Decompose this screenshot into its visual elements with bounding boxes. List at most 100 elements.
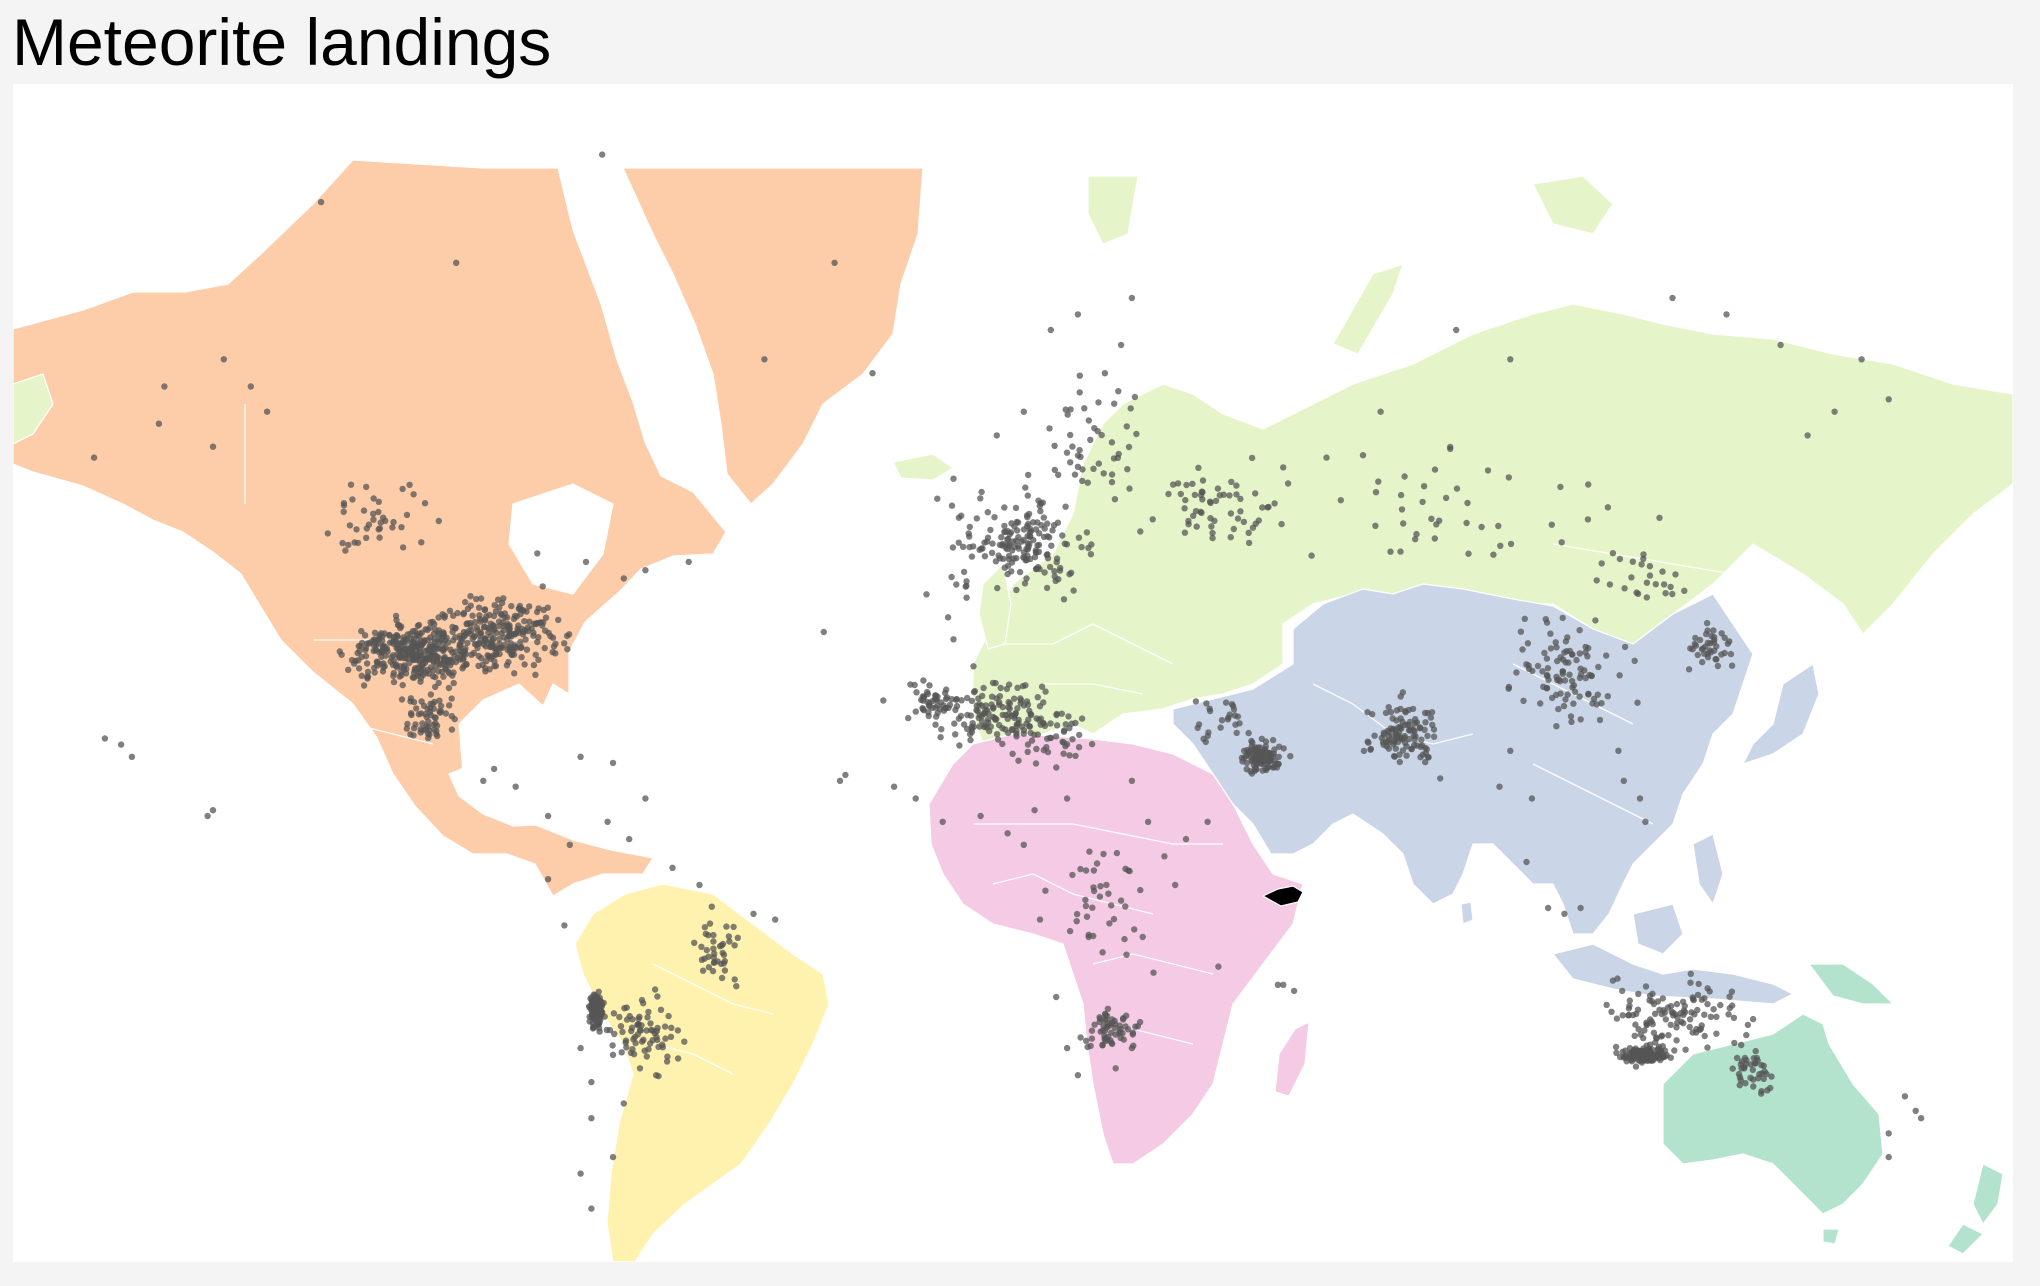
meteorite-point — [1093, 860, 1101, 867]
region-arctic-islands[interactable] — [1532, 175, 1614, 235]
meteorite-point — [1620, 777, 1628, 784]
meteorite-point — [1419, 498, 1426, 506]
region-svalbard[interactable] — [1087, 175, 1139, 245]
meteorite-point — [1131, 926, 1138, 933]
meteorite-point — [1021, 580, 1029, 587]
meteorite-point — [1035, 716, 1043, 724]
region-philippines[interactable] — [1692, 833, 1724, 905]
meteorite-point — [1023, 575, 1030, 582]
meteorite-point — [1396, 751, 1403, 758]
meteorite-point — [1399, 747, 1407, 754]
meteorite-point — [398, 524, 405, 531]
meteorite-point — [1667, 1021, 1674, 1028]
meteorite-point — [463, 661, 470, 668]
meteorite-point — [1753, 1054, 1761, 1062]
meteorite-point — [1643, 579, 1651, 586]
meteorite-point — [384, 648, 391, 655]
meteorite-point — [398, 672, 405, 679]
meteorite-point — [403, 511, 411, 519]
meteorite-point — [1701, 995, 1708, 1002]
meteorite-point — [449, 649, 456, 656]
meteorite-point — [1553, 723, 1560, 730]
meteorite-point — [390, 518, 397, 526]
meteorite-point — [1420, 483, 1428, 490]
meteorite-point — [1099, 949, 1106, 956]
meteorite-point — [1062, 721, 1070, 728]
meteorite-point — [1100, 470, 1107, 477]
world-map[interactable] — [13, 84, 2013, 1262]
meteorite-point — [1673, 1000, 1681, 1008]
meteorite-point — [1619, 987, 1626, 995]
region-novaya-zemlya[interactable] — [1332, 263, 1404, 355]
meteorite-point — [719, 940, 727, 948]
meteorite-point — [595, 1025, 603, 1032]
region-japan[interactable] — [1742, 663, 1820, 765]
meteorite-point — [1022, 484, 1029, 491]
meteorite-point — [1399, 718, 1406, 726]
meteorite-point — [980, 723, 988, 731]
meteorite-point — [446, 607, 454, 614]
meteorite-point — [1090, 465, 1097, 472]
region-greenland[interactable] — [622, 167, 924, 505]
region-new-zealand-north[interactable] — [1972, 1163, 2004, 1225]
meteorite-point — [1729, 1065, 1736, 1072]
meteorite-point — [437, 661, 444, 669]
gulf-of-mexico — [448, 759, 582, 827]
meteorite-point — [1004, 830, 1011, 837]
meteorite-point — [1465, 550, 1472, 557]
meteorite-point — [869, 370, 876, 377]
meteorite-point — [636, 1065, 644, 1072]
meteorite-point — [1730, 1014, 1738, 1021]
meteorite-point — [1190, 512, 1197, 519]
meteorite-point — [393, 664, 401, 671]
region-tasmania[interactable] — [1822, 1228, 1840, 1245]
map-panel[interactable] — [13, 84, 2013, 1262]
region-asia[interactable] — [1172, 583, 1754, 935]
region-borneo[interactable] — [1632, 903, 1684, 955]
meteorite-point — [1747, 1061, 1755, 1068]
meteorite-point — [952, 706, 959, 714]
region-new-zealand-south[interactable] — [1947, 1223, 1984, 1255]
meteorite-point — [431, 726, 438, 733]
meteorite-point — [1082, 902, 1090, 910]
meteorite-point — [1044, 555, 1052, 562]
region-new-guinea[interactable] — [1808, 963, 1894, 1005]
meteorite-point — [390, 678, 398, 686]
region-europe-russia[interactable] — [972, 303, 2013, 745]
meteorite-point — [561, 922, 568, 929]
region-indonesia[interactable] — [1552, 943, 1794, 1005]
meteorite-point — [1577, 904, 1584, 912]
meteorite-point — [370, 495, 377, 502]
meteorite-point — [481, 616, 488, 623]
meteorite-point — [963, 582, 970, 589]
region-australia[interactable] — [1662, 1013, 1884, 1215]
meteorite-point — [1901, 1093, 1909, 1100]
meteorite-point — [1032, 760, 1040, 767]
region-africa[interactable] — [928, 733, 1304, 1165]
region-south-america[interactable] — [574, 883, 830, 1262]
meteorite-point — [363, 483, 370, 491]
meteorite-point — [1087, 551, 1095, 558]
meteorite-point — [635, 1015, 642, 1022]
meteorite-point — [1197, 491, 1205, 499]
meteorite-point — [1682, 1046, 1689, 1053]
region-somalia-highlight[interactable] — [1262, 885, 1304, 907]
meteorite-point — [1014, 705, 1021, 712]
region-iceland[interactable] — [892, 453, 954, 481]
meteorite-point — [1055, 576, 1062, 583]
meteorite-point — [345, 666, 352, 673]
meteorite-point — [1005, 729, 1012, 737]
meteorite-point — [1561, 677, 1569, 684]
meteorite-point — [703, 946, 710, 954]
meteorite-point — [1228, 478, 1235, 486]
meteorite-point — [1088, 740, 1096, 748]
meteorite-point — [1085, 417, 1093, 424]
meteorite-point — [1077, 865, 1084, 873]
meteorite-point — [1090, 867, 1098, 874]
region-sri-lanka[interactable] — [1460, 901, 1474, 925]
meteorite-point — [989, 540, 996, 547]
meteorite-point — [1505, 474, 1513, 481]
region-madagascar[interactable] — [1274, 1021, 1310, 1097]
region-chukotka-west[interactable] — [13, 373, 54, 445]
meteorite-point — [1721, 634, 1728, 641]
